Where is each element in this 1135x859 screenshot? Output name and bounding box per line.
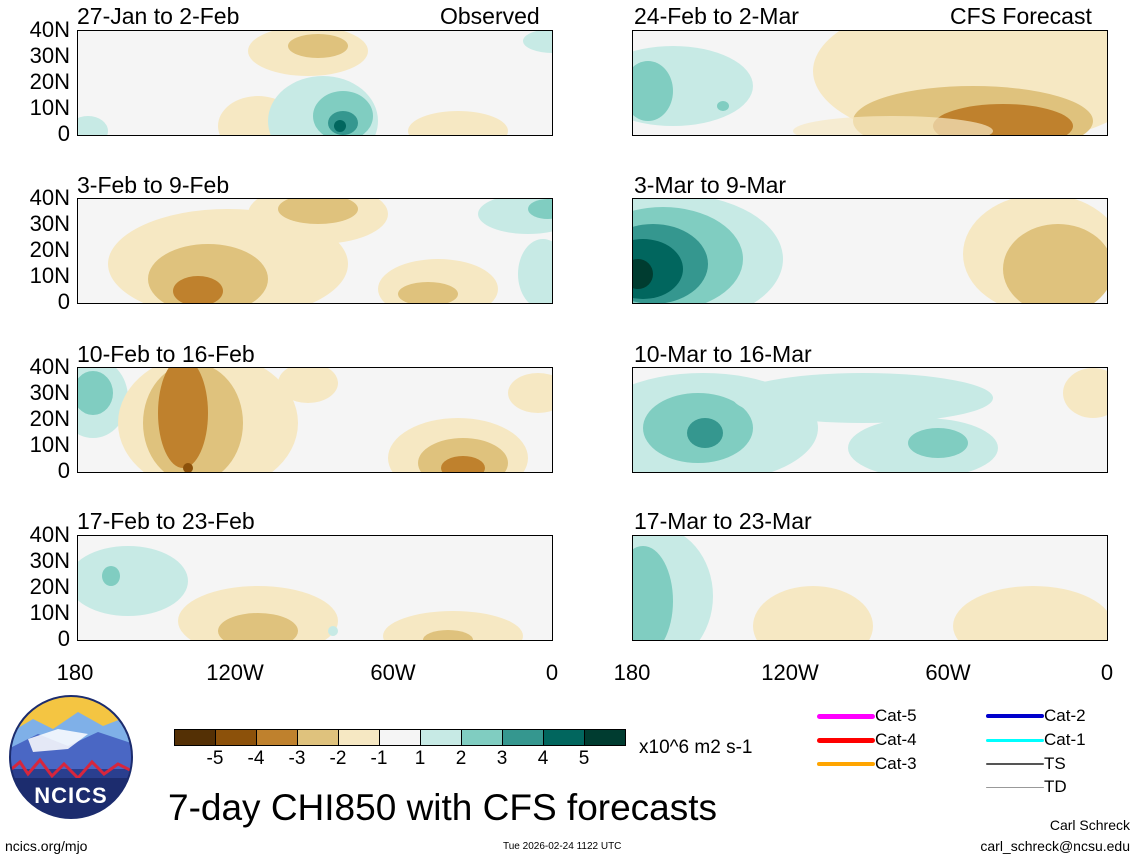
- colorbar-swatch: [297, 729, 339, 746]
- x-tick-right-0: 0: [1100, 660, 1114, 685]
- y-tick-label: 30N: [29, 380, 70, 405]
- colorbar-tick-label: 5: [578, 748, 590, 769]
- legend-line-ts: [986, 763, 1044, 765]
- x-tick-right-120w: 120W: [761, 660, 819, 685]
- colorbar-swatch: [215, 729, 257, 746]
- y-tick-label: 20N: [29, 574, 70, 599]
- y-tick-label: 40N: [29, 354, 70, 379]
- y-tick-label: 40N: [29, 522, 70, 547]
- main-title: 7-day CHI850 with CFS forecasts: [168, 787, 718, 828]
- legend-line-cat-2: [986, 714, 1044, 718]
- colorbar-swatch: [543, 729, 585, 746]
- map-panel-right-1: [632, 30, 1108, 136]
- y-tick-label: 40N: [29, 17, 70, 42]
- y-tick-label: 30N: [29, 211, 70, 236]
- colorbar-swatch: [420, 729, 462, 746]
- x-tick-left-120w: 120W: [206, 660, 264, 685]
- panel-title-right-4: 17-Mar to 23-Mar: [634, 508, 812, 534]
- colorbar-tick-label: -2: [329, 748, 347, 769]
- colorbar-swatch: [584, 729, 626, 746]
- x-tick-left-180: 180: [56, 660, 94, 685]
- legend-line-td: [986, 786, 1044, 788]
- y-tick-label: 20N: [29, 406, 70, 431]
- y-tick-label: 20N: [29, 237, 70, 262]
- colorbar-swatch: [174, 729, 216, 746]
- y-tick-label: 10N: [29, 263, 70, 288]
- colorbar-units: x10^6 m2 s-1: [639, 737, 753, 758]
- panel-title-right-1: 24-Feb to 2-Mar: [634, 3, 799, 29]
- x-tick-left-60w: 60W: [370, 660, 416, 685]
- legend-line-cat-1: [986, 738, 1044, 742]
- footer-email: carl_schreck@ncsu.edu: [980, 838, 1130, 854]
- legend-label-cat-3: Cat-3: [875, 754, 917, 773]
- x-tick-right-180: 180: [613, 660, 651, 685]
- colorbar-tick-label: 1: [414, 748, 426, 769]
- y-tick-label: 0: [57, 289, 70, 314]
- map-panel-left-3: [77, 367, 553, 473]
- x-tick-left-0: 0: [545, 660, 559, 685]
- panel-title-right-3: 10-Mar to 16-Mar: [634, 341, 812, 367]
- footer-timestamp: Tue 2026-02-24 1122 UTC: [503, 841, 622, 852]
- ncics-logo: NCICS: [8, 694, 134, 820]
- legend-label-ts: TS: [1044, 754, 1066, 773]
- ncics-logo-text: NCICS: [34, 783, 108, 808]
- colorbar-tick-label: 3: [496, 748, 508, 769]
- colorbar-tick-label: -4: [247, 748, 265, 769]
- colorbar-swatch: [379, 729, 421, 746]
- colorbar-tick-label: -1: [370, 748, 388, 769]
- panel-title-right-2: 3-Mar to 9-Mar: [634, 172, 787, 198]
- legend-line-cat-5: [817, 713, 875, 719]
- y-tick-label: 20N: [29, 69, 70, 94]
- colorbar-swatch: [461, 729, 503, 746]
- colorbar-tick-label: 4: [537, 748, 549, 769]
- colorbar-tick-label: -3: [288, 748, 306, 769]
- y-tick-label: 30N: [29, 43, 70, 68]
- ncics-logo-graphic: [9, 695, 133, 819]
- y-tick-label: 0: [57, 121, 70, 146]
- map-panel-left-4: [77, 535, 553, 641]
- footer-author: Carl Schreck: [1049, 817, 1130, 833]
- colorbar-swatch: [256, 729, 298, 746]
- y-tick-label: 10N: [29, 432, 70, 457]
- y-tick-label: 30N: [29, 548, 70, 573]
- y-tick-label: 10N: [29, 600, 70, 625]
- panel-title-left-4: 17-Feb to 23-Feb: [77, 508, 255, 534]
- panel-title-left-1: 27-Jan to 2-Feb: [77, 3, 240, 29]
- y-tick-label: 0: [57, 458, 70, 483]
- panel-title-left-3: 10-Feb to 16-Feb: [77, 341, 255, 367]
- y-tick-label: 10N: [29, 95, 70, 120]
- colorbar-tick-label: 2: [455, 748, 467, 769]
- map-panel-left-1: [77, 30, 553, 136]
- legend-line-cat-3: [817, 762, 875, 766]
- legend-label-cat-4: Cat-4: [875, 730, 917, 749]
- map-panel-left-2: [77, 198, 553, 304]
- map-panel-right-4: [632, 535, 1108, 641]
- y-tick-label: 0: [57, 626, 70, 651]
- observed-label: Observed: [440, 3, 540, 29]
- footer-url[interactable]: ncics.org/mjo: [5, 838, 88, 854]
- colorbar-swatch: [338, 729, 380, 746]
- map-panel-right-3: [632, 367, 1108, 473]
- panel-title-left-2: 3-Feb to 9-Feb: [77, 172, 230, 198]
- map-panel-right-2: [632, 198, 1108, 304]
- colorbar-swatch: [502, 729, 544, 746]
- y-tick-label: 40N: [29, 185, 70, 210]
- legend-label-td: TD: [1044, 777, 1067, 796]
- legend-label-cat-1: Cat-1: [1044, 730, 1086, 749]
- x-tick-right-60w: 60W: [925, 660, 971, 685]
- colorbar-tick-label: -5: [206, 748, 224, 769]
- legend-label-cat-5: Cat-5: [875, 706, 917, 725]
- legend-line-cat-4: [817, 737, 875, 743]
- cfs-forecast-label: CFS Forecast: [950, 3, 1092, 29]
- legend-label-cat-2: Cat-2: [1044, 706, 1086, 725]
